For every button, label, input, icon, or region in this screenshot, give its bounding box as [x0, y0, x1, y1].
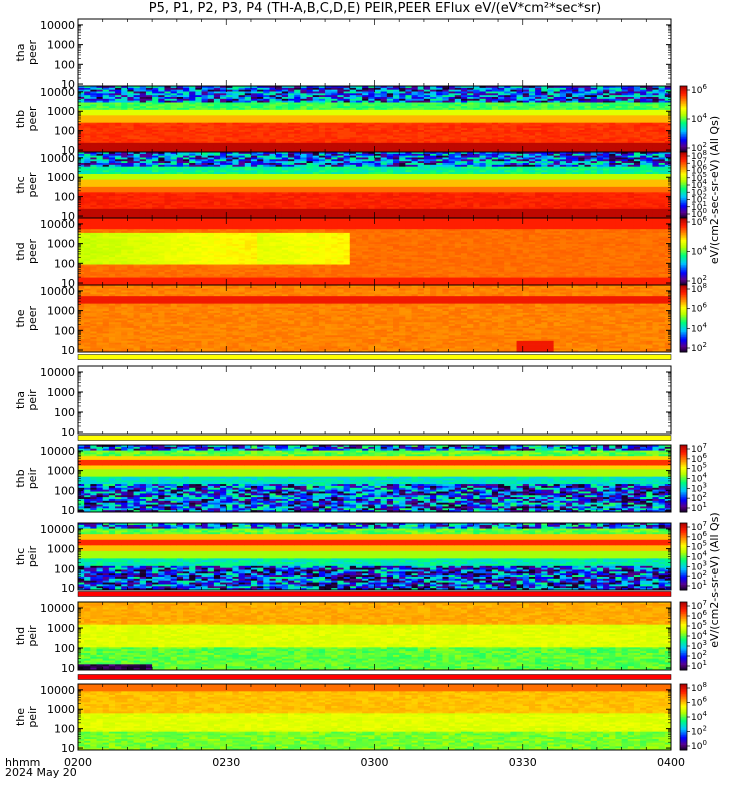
- heatmap-cells: [78, 152, 671, 218]
- panel-label-instrument: peer: [26, 106, 39, 132]
- panel-label-instrument: peir: [26, 389, 39, 411]
- time-tick-label: 0300: [361, 756, 389, 769]
- y-tick-label: 10000: [40, 19, 75, 32]
- y-tick-label: 10: [61, 426, 75, 439]
- panel-label-instrument: peir: [26, 467, 39, 489]
- colorbar-tick-label: 104: [691, 710, 707, 723]
- y-tick-label: 1000: [47, 171, 75, 184]
- y-tick-label: 100: [54, 257, 75, 270]
- panel-separator-bar: [78, 436, 671, 441]
- y-tick-label: 1000: [47, 386, 75, 399]
- panel-label-instrument: peir: [26, 706, 39, 728]
- y-tick-label: 1000: [47, 543, 75, 556]
- colorbar-tick-label: 106: [691, 83, 707, 96]
- y-tick-label: 10000: [40, 602, 75, 615]
- time-tick-label: 0230: [212, 756, 240, 769]
- y-tick-label: 100: [54, 406, 75, 419]
- y-tick-label: 100: [54, 324, 75, 337]
- time-tick-label: 0330: [509, 756, 537, 769]
- panel-label-instrument: peer: [26, 40, 39, 66]
- colorbar-tick-label: 102: [691, 341, 707, 354]
- panel-separator-bar: [78, 675, 671, 680]
- y-tick-label: 10000: [40, 684, 75, 697]
- time-tick-label: 0400: [657, 756, 685, 769]
- colorbar-tick-label: 106: [691, 302, 707, 315]
- y-tick-label: 1000: [47, 305, 75, 318]
- panel-frame: [78, 366, 671, 434]
- y-tick-label: 10: [61, 582, 75, 595]
- panel-label-instrument: peir: [26, 625, 39, 647]
- y-tick-label: 1000: [47, 622, 75, 635]
- y-tick-label: 100: [54, 484, 75, 497]
- colorbar-tick-label: 100: [691, 739, 707, 752]
- y-tick-label: 10000: [40, 86, 75, 99]
- y-tick-label: 1000: [47, 703, 75, 716]
- colorbar-label-peir: eV/(cm2-s-sr-eV) (All Qs): [708, 512, 721, 647]
- y-tick-label: 10000: [40, 218, 75, 231]
- y-tick-label: 10: [61, 344, 75, 357]
- y-tick-label: 10000: [40, 152, 75, 165]
- heatmap-cells: [78, 285, 671, 352]
- y-tick-label: 10: [61, 504, 75, 517]
- y-tick-label: 1000: [47, 39, 75, 52]
- panel-separator-bar: [78, 355, 671, 360]
- heatmap-cells: [78, 86, 671, 152]
- panel-label-instrument: peer: [26, 306, 39, 332]
- colorbar-label-peer: eV/(cm2-sec-sr-eV) (All Qs): [708, 116, 721, 264]
- y-tick-label: 10: [61, 662, 75, 675]
- y-tick-label: 100: [54, 642, 75, 655]
- colorbar-tick-label: 108: [691, 681, 707, 694]
- heatmap-cells: [78, 218, 671, 285]
- y-tick-label: 100: [54, 562, 75, 575]
- y-tick-label: 100: [54, 191, 75, 204]
- heatmap-cells: [78, 602, 671, 670]
- y-tick-label: 1000: [47, 238, 75, 251]
- panel-frame: [78, 19, 671, 86]
- y-tick-label: 10000: [40, 445, 75, 458]
- panel-separator-bar: [78, 592, 671, 597]
- y-tick-label: 1000: [47, 105, 75, 118]
- time-axis: 0200 0230 0300 0330 0400: [64, 756, 685, 769]
- colorbar-tick-label: 104: [691, 112, 707, 125]
- panel-label-instrument: peer: [26, 239, 39, 265]
- y-tick-label: 10: [61, 742, 75, 755]
- y-tick-label: 10000: [40, 523, 75, 536]
- heatmap-cells: [78, 445, 671, 512]
- heatmap-cells: [78, 684, 671, 750]
- y-tick-label: 10000: [40, 285, 75, 298]
- heatmap-cells: [78, 523, 671, 590]
- y-tick-label: 100: [54, 58, 75, 71]
- y-tick-label: 100: [54, 125, 75, 138]
- y-tick-label: 100: [54, 723, 75, 736]
- colorbar-tick-label: 104: [691, 321, 707, 334]
- y-tick-label: 1000: [47, 465, 75, 478]
- panel-label-instrument: peer: [26, 172, 39, 198]
- colorbar-tick-label: 102: [691, 725, 707, 738]
- panel-label-instrument: peir: [26, 545, 39, 567]
- colorbar-tick-label: 104: [691, 245, 707, 258]
- y-tick-label: 10000: [40, 366, 75, 379]
- colorbar-tick-label: 106: [691, 696, 707, 709]
- time-axis-label-date: 2024 May 20: [5, 767, 77, 779]
